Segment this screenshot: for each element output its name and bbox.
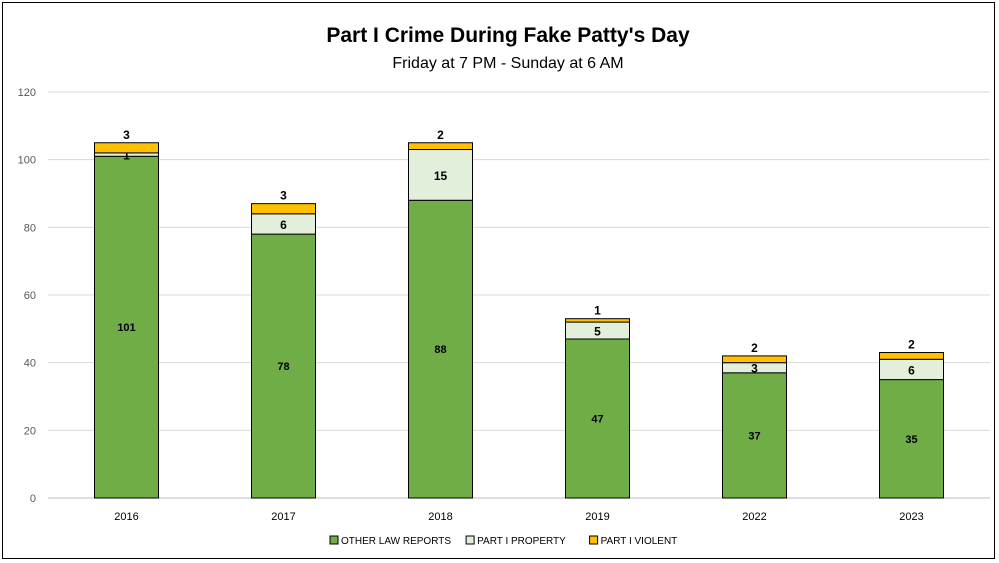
data-label: 5 [594,325,601,339]
bars: 101 1 3 78 6 3 88 15 2 47 5 1 37 3 2 35 6 2 [94,128,944,499]
legend-swatch [329,535,339,545]
data-label: 1 [123,149,130,163]
data-label: 88 [434,344,446,356]
data-label: 35 [905,434,917,446]
data-label: 3 [280,189,287,203]
data-label: 37 [748,430,760,442]
x-tick-label: 2019 [585,511,609,523]
y-tick-label: 40 [24,358,36,370]
chart-subtitle: Friday at 7 PM - Sunday at 6 AM [392,55,623,72]
y-tick-label: 80 [24,222,36,234]
bar-segment [565,338,630,499]
chart-title: Part I Crime During Fake Patty's Day [326,24,690,47]
y-tick-label: 100 [18,155,36,167]
x-tick-label: 2022 [742,511,766,523]
x-tick-label: 2023 [899,511,923,523]
data-label: 47 [591,413,603,425]
y-axis: 0 20 40 60 80 100 120 [18,87,36,505]
legend-label: PART I VIOLENT [601,536,678,547]
bar-segment [251,233,316,499]
bar-segment [879,379,944,499]
legend-swatch [465,535,475,545]
x-tick-label: 2018 [428,511,452,523]
legend-swatch [589,535,599,545]
data-label: 15 [434,169,448,183]
bar-segment [94,155,159,499]
bar-segment [565,318,630,323]
data-label: 3 [123,128,130,142]
bar-segment [94,142,159,154]
legend-label: PART I PROPERTY [477,536,566,547]
x-tick-label: 2016 [114,511,138,523]
data-label: 101 [117,322,135,334]
legend-label: OTHER LAW REPORTS [341,536,451,547]
bar-segment [879,352,944,360]
bar-segment [722,355,787,364]
x-axis: 2016 2017 2018 2019 2022 2023 [114,511,923,523]
data-label: 2 [437,128,444,142]
bar-segment [408,149,473,201]
data-label: 6 [908,363,915,377]
data-label: 2 [908,338,915,352]
y-tick-label: 0 [30,493,36,505]
y-tick-label: 20 [24,425,36,437]
data-label: 1 [594,304,601,318]
gridlines [48,91,990,499]
data-label: 3 [751,362,758,376]
legend: OTHER LAW REPORTS PART I PROPERTY PART I V… [329,535,678,547]
data-label: 2 [751,341,758,355]
y-tick-label: 120 [18,87,36,99]
bar-segment [251,203,316,215]
bar-segment [408,142,473,151]
data-label: 6 [280,218,287,232]
x-tick-label: 2017 [271,511,295,523]
y-tick-label: 60 [24,290,36,302]
data-label: 78 [277,361,289,373]
